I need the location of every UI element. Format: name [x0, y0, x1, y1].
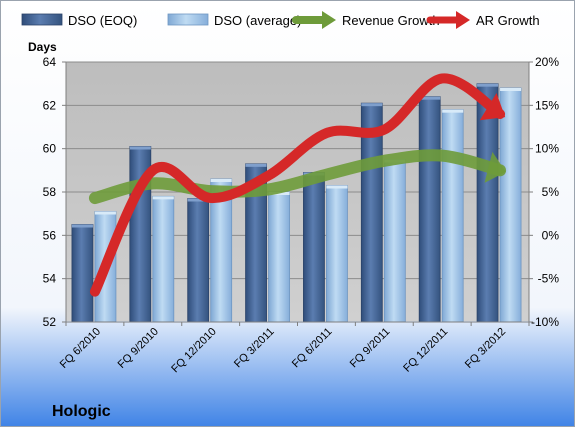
bar-top-highlight — [442, 109, 464, 113]
y2-tick-label: -5% — [538, 272, 560, 286]
bar-top-highlight — [361, 103, 383, 107]
bar-top-highlight — [152, 196, 174, 200]
bar-dso-eoq — [71, 224, 94, 323]
y-tick-label: 52 — [43, 315, 57, 329]
y2-tick-label: 5% — [542, 185, 560, 199]
y2-tick-label: 15% — [535, 98, 559, 112]
y-tick-label: 62 — [43, 98, 57, 112]
legend-swatch-dso-average — [167, 13, 209, 26]
bar-top-highlight — [245, 163, 267, 167]
y-tick-label: 56 — [43, 228, 57, 242]
y-axis-label: Days — [28, 40, 57, 54]
bar-top-highlight — [326, 185, 348, 189]
bar-top-highlight — [419, 96, 441, 100]
y2-axis-ticks: -10% -5% 0% 5% 10% 15% 20% — [529, 55, 559, 329]
bar-dso-average — [499, 87, 522, 323]
bar-dso-eoq — [418, 96, 441, 323]
legend: DSO (EOQ) DSO (average) Revenue Growth AR G… — [21, 11, 540, 29]
bar-top-highlight — [71, 224, 93, 228]
bar-top-highlight — [94, 211, 116, 215]
bar-dso-average — [152, 195, 175, 323]
y2-tick-label: 0% — [542, 228, 560, 242]
legend-label-dso-average: DSO (average) — [214, 13, 301, 28]
revenue-growth-line — [88, 149, 507, 205]
y2-tick-label: -10% — [531, 315, 559, 329]
legend-label-ar-growth: AR Growth — [476, 13, 540, 28]
y2-tick-label: 20% — [535, 55, 559, 69]
legend-arrow-revenue-growth — [322, 11, 336, 29]
bar-top-highlight — [210, 179, 232, 182]
bar-dso-average — [441, 109, 464, 323]
y2-tick-label: 10% — [535, 142, 559, 156]
y-tick-label: 64 — [43, 55, 57, 69]
y-tick-label: 54 — [43, 272, 57, 286]
bar-dso-eoq — [476, 83, 499, 323]
bar-dso-average — [326, 185, 348, 323]
bar-top-highlight — [129, 146, 151, 150]
ar-growth-arrowhead — [479, 93, 506, 121]
revenue-growth-arrowhead — [484, 151, 506, 183]
bar-top-highlight — [477, 83, 499, 87]
legend-swatch-dso-eoq — [21, 13, 63, 26]
legend-label-revenue-growth: Revenue Growth — [342, 13, 440, 28]
y-tick-label: 60 — [43, 142, 57, 156]
bar-dso-average — [268, 191, 290, 323]
legend-arrow-ar-growth — [456, 11, 470, 29]
bar-dso-eoq — [303, 172, 325, 323]
bar-top-highlight — [187, 198, 209, 202]
legend-label-dso-eoq: DSO (EOQ) — [68, 13, 137, 28]
y-axis-ticks: 52 54 56 58 60 62 64 — [43, 55, 66, 329]
ar-growth-line — [89, 73, 506, 297]
chart-title: Hologic — [52, 403, 111, 420]
lines — [88, 73, 507, 297]
y-tick-label: 58 — [43, 185, 57, 199]
bar-dso-average — [383, 159, 406, 323]
bar-dso-eoq — [187, 198, 210, 323]
bar-top-highlight — [500, 88, 522, 91]
